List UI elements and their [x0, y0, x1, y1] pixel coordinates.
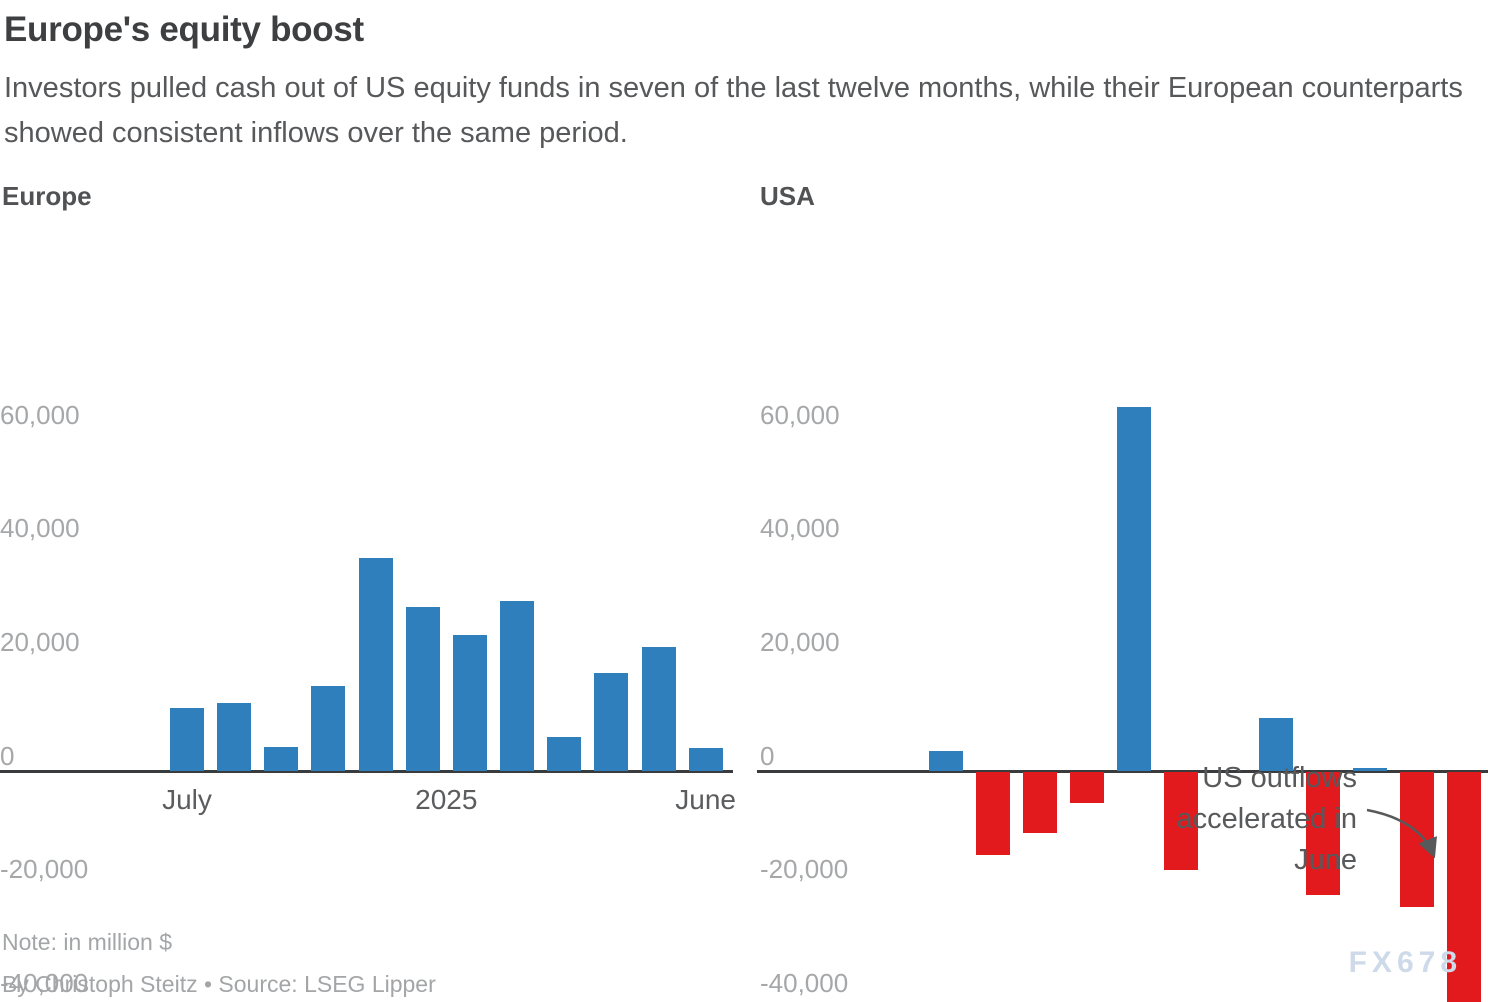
bar-nov-2024	[1117, 407, 1152, 771]
bar-oct-2024	[311, 685, 346, 771]
bar-jul-2024	[928, 750, 963, 771]
bar-jun-2025	[1447, 772, 1482, 1002]
bar-aug-2024	[217, 703, 252, 771]
bar-jul-2024	[170, 708, 204, 771]
bar-jun-2025	[688, 747, 723, 771]
y-axis-label: 0	[760, 740, 775, 771]
x-axis-label: June	[675, 784, 736, 815]
europe-chart-title: Europe	[2, 181, 92, 211]
annotation-line-2: accelerated in	[1176, 803, 1357, 835]
bar-sep-2024	[264, 746, 299, 771]
bar-aug-2024	[975, 772, 1010, 855]
bar-apr-2025	[594, 673, 629, 771]
chart-subtitle: Investors pulled cash out of US equity f…	[4, 72, 1463, 149]
y-axis-label: -40,000	[0, 967, 89, 998]
bar-sep-2024	[1022, 772, 1057, 833]
page-title: Europe's equity boost	[4, 10, 364, 49]
y-axis-label: 60,000	[0, 399, 80, 430]
y-axis-label: -40,000	[760, 967, 849, 998]
fx678-watermark: FX678	[1348, 946, 1462, 979]
bar-dec-2024	[1164, 772, 1199, 871]
y-axis-label: -20,000	[0, 854, 89, 885]
usa-chart-title: USA	[760, 181, 815, 211]
bar-mar-2025	[547, 737, 582, 771]
y-axis-label: 60,000	[760, 399, 840, 430]
bar-nov-2024	[358, 558, 393, 771]
bar-jan-2025	[452, 635, 487, 771]
bar-apr-2025	[1352, 767, 1387, 771]
bar-may-2025	[641, 646, 676, 771]
bar-mar-2025	[1305, 772, 1340, 895]
zero-axis-line	[0, 770, 733, 773]
y-axis-label: 40,000	[0, 513, 80, 544]
y-axis-label: 20,000	[0, 626, 80, 657]
bar-oct-2024	[1069, 772, 1104, 803]
chart-byline: By Christoph Steitz • Source: LSEG Lippe…	[2, 971, 436, 997]
usa-chart-panel: USA 60,000 40,000 20,000 0 -20,000 -40,000 US…	[744, 178, 1488, 1002]
y-axis-label: 20,000	[760, 626, 840, 657]
usa-annotation: US outflows accelerated in June	[1176, 758, 1357, 881]
bar-dec-2024	[405, 606, 440, 771]
chart-note: Note: in million $	[2, 929, 173, 955]
annotation-line-1: US outflows	[1202, 762, 1357, 794]
annotation-line-3: June	[1294, 844, 1357, 876]
annotation-arrow-icon	[1366, 808, 1437, 859]
zero-axis-line	[757, 770, 1488, 773]
x-axis-label: 2025	[415, 784, 478, 815]
y-axis-label: 40,000	[760, 513, 840, 544]
y-axis-label: 0	[0, 740, 15, 771]
x-axis-label: July	[162, 784, 212, 815]
y-axis-label: -20,000	[760, 854, 849, 885]
bar-feb-2025	[500, 600, 535, 771]
bar-feb-2025	[1258, 718, 1293, 771]
europe-chart-panel: Europe 60,000 40,000 20,000 0 -20,000 -40,000…	[0, 178, 744, 998]
